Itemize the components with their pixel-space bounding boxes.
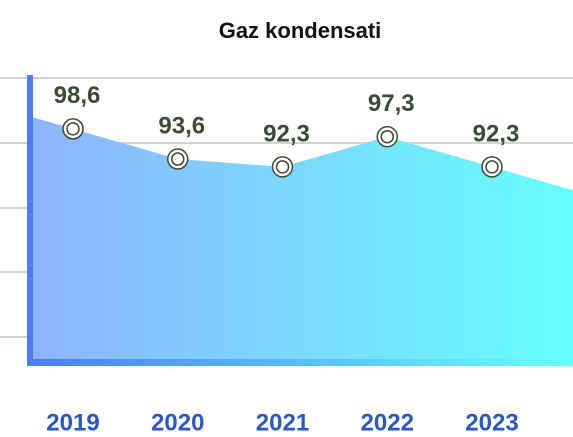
marker bbox=[481, 156, 503, 178]
plot: 98,6 2019 93,6 2020 92,3 2021 97,3 2022 92,3 2023 bbox=[27, 75, 573, 436]
data-label: 97,3 bbox=[368, 90, 415, 117]
data-label: 98,6 bbox=[54, 82, 101, 109]
marker-inner bbox=[171, 152, 185, 166]
x-tick-label: 2020 bbox=[151, 409, 204, 436]
marker-inner bbox=[485, 160, 499, 174]
marker-inner bbox=[275, 160, 290, 174]
x-tick-label: 2021 bbox=[256, 409, 309, 436]
x-axis bbox=[27, 359, 573, 366]
chart-title: Gaz kondensati bbox=[219, 18, 382, 43]
marker-inner bbox=[380, 129, 394, 144]
marker bbox=[167, 148, 189, 170]
marker bbox=[62, 118, 84, 140]
data-label: 93,6 bbox=[158, 112, 205, 139]
area bbox=[30, 116, 573, 362]
data-label: 92,3 bbox=[473, 120, 520, 147]
x-tick-label: 2019 bbox=[46, 409, 99, 436]
data-label: 92,3 bbox=[263, 120, 310, 147]
x-tick-label: 2023 bbox=[465, 409, 518, 436]
marker bbox=[376, 125, 398, 148]
marker-inner bbox=[66, 122, 80, 136]
marker bbox=[271, 156, 294, 178]
x-tick-label: 2022 bbox=[361, 409, 414, 436]
